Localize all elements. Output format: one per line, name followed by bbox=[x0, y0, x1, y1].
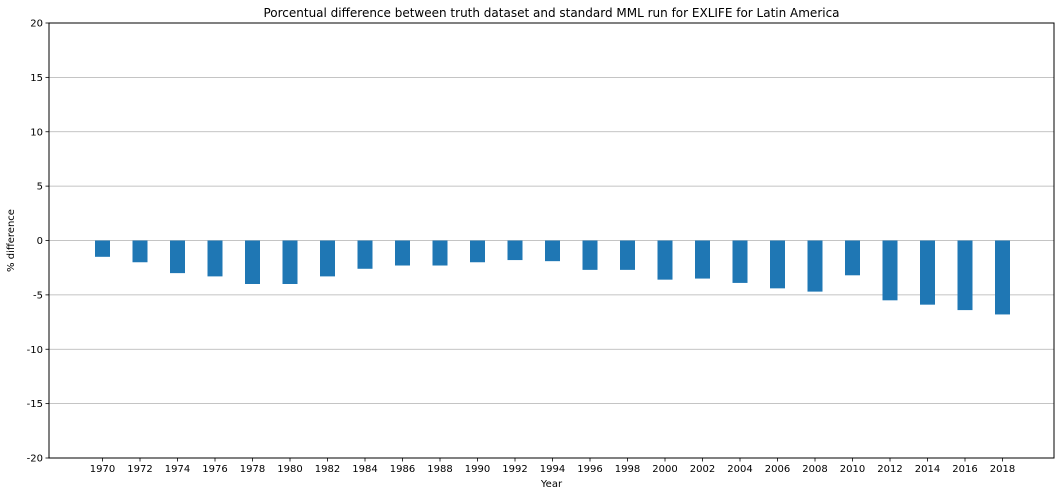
bar-2010 bbox=[845, 240, 860, 276]
x-tick-label: 2010 bbox=[840, 464, 865, 475]
bar-2006 bbox=[770, 240, 785, 289]
y-axis-ticks: -20 -15 -10 -5 0 5 10 15 20 bbox=[27, 19, 49, 465]
x-tick-label: 1992 bbox=[502, 464, 527, 475]
chart-title: Porcentual difference between truth data… bbox=[263, 6, 839, 20]
x-tick-label: 1998 bbox=[615, 464, 640, 475]
y-axis-label: % difference bbox=[6, 209, 17, 272]
y-tick-label: 0 bbox=[37, 236, 43, 247]
bar-1998 bbox=[620, 240, 635, 270]
x-tick-label: 2012 bbox=[877, 464, 902, 475]
x-tick-label: 1980 bbox=[277, 464, 302, 475]
x-tick-label: 1978 bbox=[240, 464, 265, 475]
bar-1994 bbox=[545, 240, 560, 262]
bar-1970 bbox=[95, 240, 110, 257]
x-tick-label: 2008 bbox=[802, 464, 827, 475]
x-axis-label: Year bbox=[540, 479, 563, 490]
y-tick-label: 10 bbox=[30, 127, 43, 138]
x-tick-label: 1996 bbox=[577, 464, 602, 475]
bar-2008 bbox=[807, 240, 823, 292]
bar-2002 bbox=[695, 240, 710, 279]
bar-1978 bbox=[245, 240, 260, 284]
x-tick-label: 1982 bbox=[315, 464, 340, 475]
x-tick-label: 1988 bbox=[427, 464, 452, 475]
bars bbox=[95, 240, 1010, 315]
y-tick-label: -10 bbox=[27, 345, 43, 356]
bar-2018 bbox=[995, 240, 1010, 315]
x-tick-label: 2014 bbox=[915, 464, 940, 475]
bar-1996 bbox=[582, 240, 598, 270]
x-tick-label: 1994 bbox=[540, 464, 565, 475]
x-tick-label: 1986 bbox=[390, 464, 415, 475]
bar-1988 bbox=[432, 240, 448, 266]
y-tick-label: 5 bbox=[37, 182, 43, 193]
bar-1974 bbox=[170, 240, 185, 274]
x-tick-label: 1972 bbox=[127, 464, 152, 475]
bar-1986 bbox=[395, 240, 410, 266]
x-tick-label: 2006 bbox=[765, 464, 790, 475]
bar-2012 bbox=[882, 240, 898, 301]
bar-1984 bbox=[357, 240, 373, 269]
x-tick-label: 2002 bbox=[690, 464, 715, 475]
bar-1976 bbox=[207, 240, 223, 277]
x-tick-label: 1990 bbox=[465, 464, 490, 475]
bar-1990 bbox=[470, 240, 485, 263]
bar-2014 bbox=[920, 240, 935, 305]
x-tick-label: 2004 bbox=[727, 464, 752, 475]
bar-1992 bbox=[507, 240, 523, 261]
bar-2004 bbox=[732, 240, 748, 283]
y-tick-label: -20 bbox=[27, 454, 43, 465]
y-tick-label: -5 bbox=[33, 290, 43, 301]
x-tick-label: 1984 bbox=[352, 464, 377, 475]
x-tick-label: 1976 bbox=[202, 464, 227, 475]
bar-1980 bbox=[282, 240, 298, 284]
x-tick-label: 2016 bbox=[952, 464, 977, 475]
x-axis-ticks: 1970 1972 1974 1976 1978 1980 1982 1984 1986 1988… bbox=[90, 458, 1015, 475]
x-tick-label: 1970 bbox=[90, 464, 115, 475]
bar-1982 bbox=[320, 240, 335, 277]
x-tick-label: 2000 bbox=[652, 464, 677, 475]
x-tick-label: 1974 bbox=[165, 464, 190, 475]
x-tick-label: 2018 bbox=[990, 464, 1015, 475]
y-tick-label: -15 bbox=[27, 399, 43, 410]
bar-1972 bbox=[132, 240, 148, 263]
y-tick-label: 20 bbox=[30, 19, 43, 30]
bar-2000 bbox=[657, 240, 673, 280]
bar-2016 bbox=[957, 240, 973, 311]
y-tick-label: 15 bbox=[30, 73, 43, 84]
